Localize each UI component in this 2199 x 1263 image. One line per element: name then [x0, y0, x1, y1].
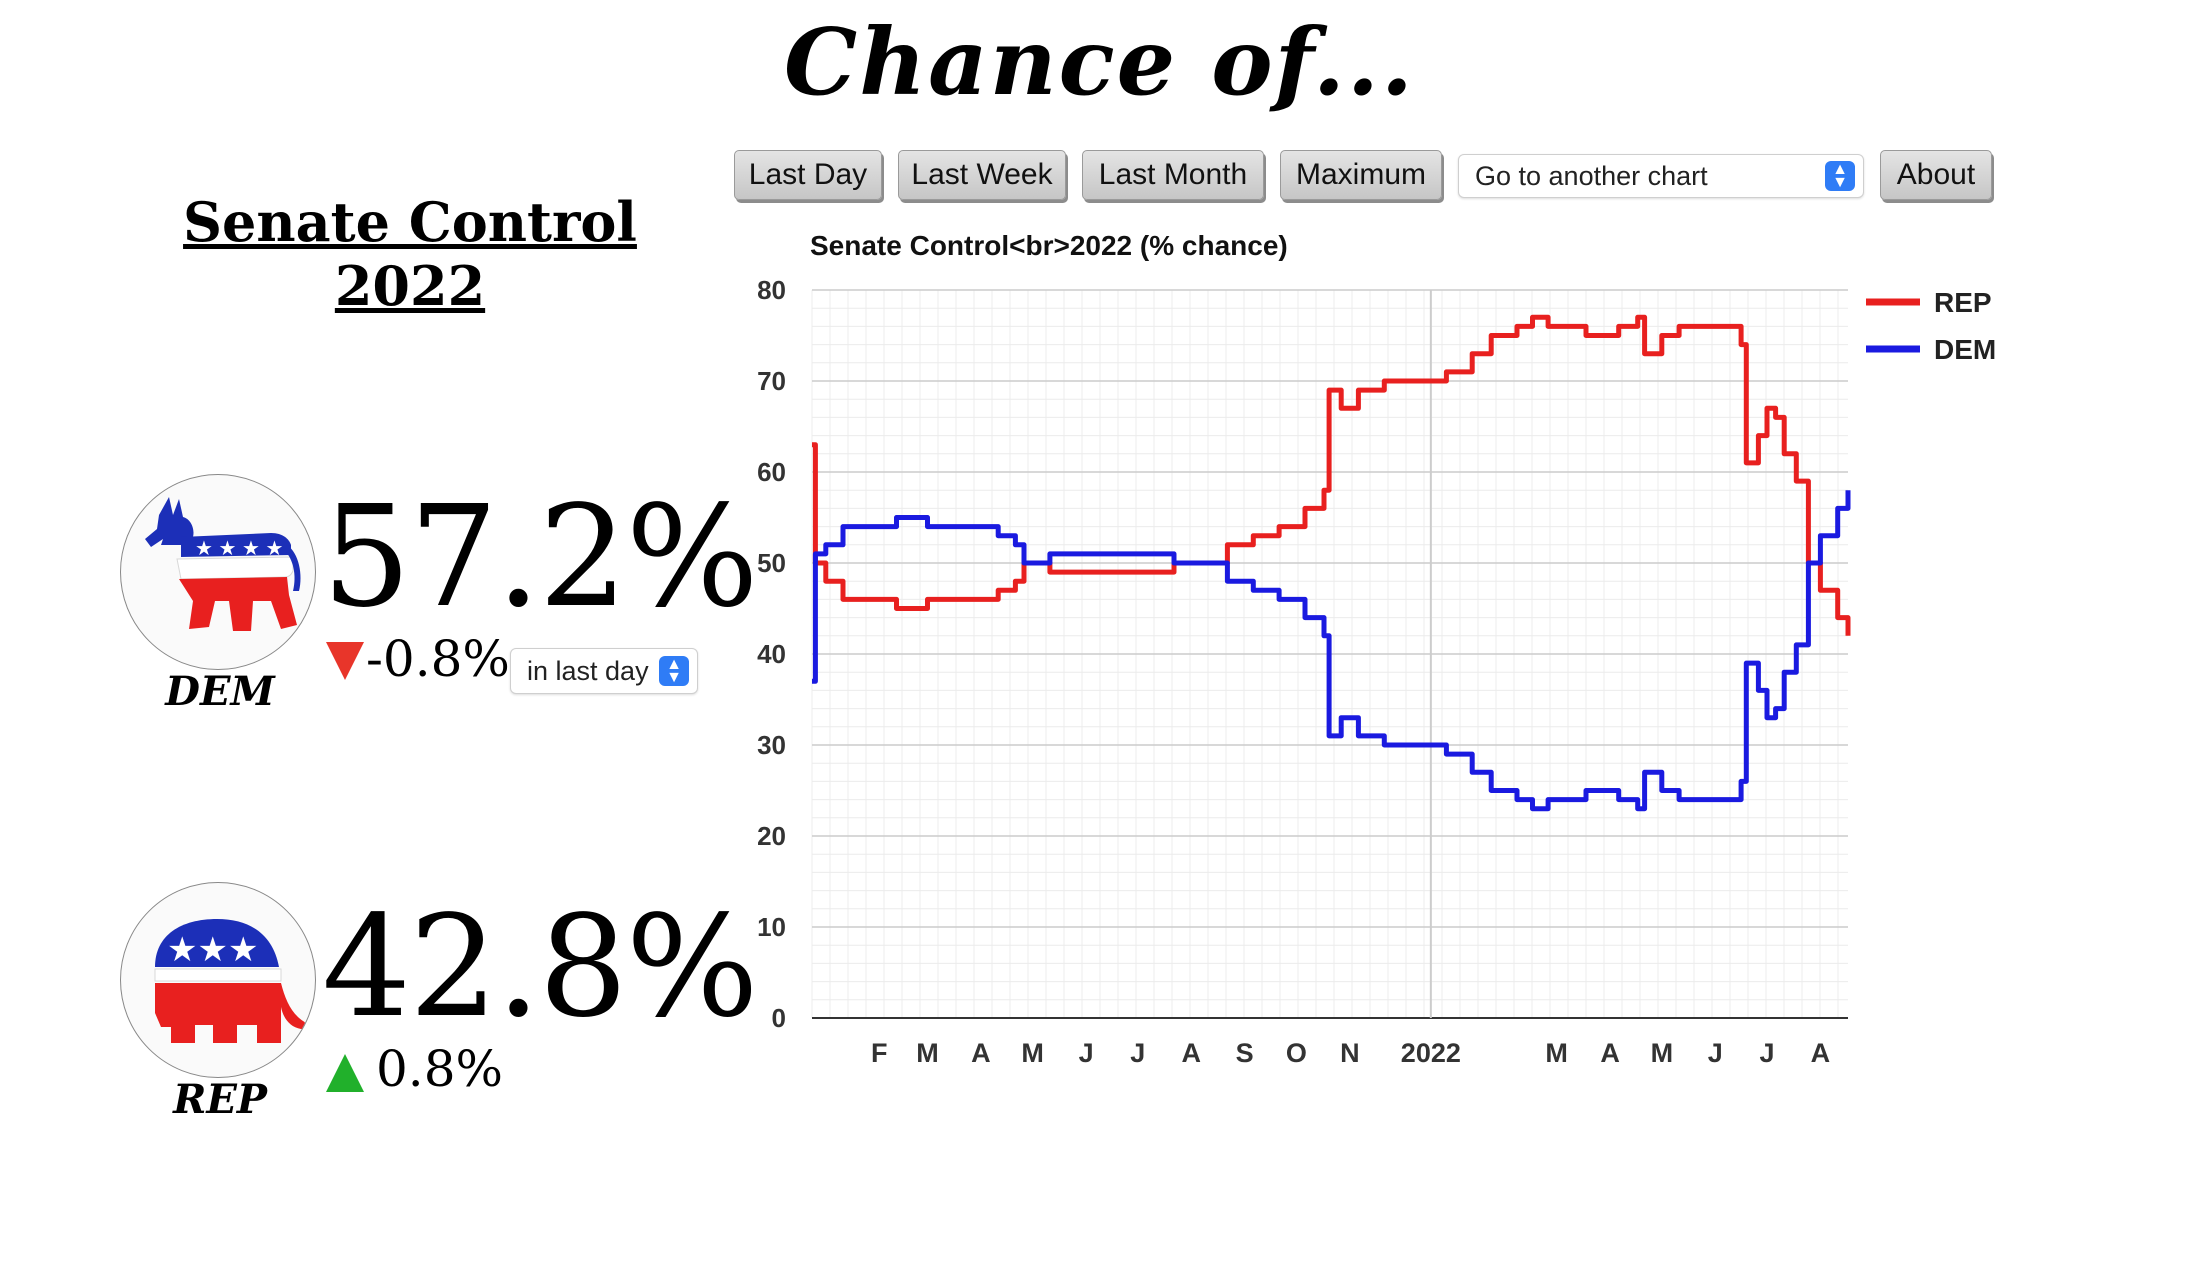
chart-select-label: Go to another chart: [1475, 160, 1708, 191]
legend-label-dem[interactable]: DEM: [1934, 334, 1996, 365]
x-tick-label: S: [1236, 1038, 1254, 1068]
x-tick-label: J: [1130, 1038, 1145, 1068]
x-tick-label: M: [1545, 1038, 1568, 1068]
page-title: Chance of...: [784, 8, 1415, 116]
x-tick-label: F: [871, 1038, 888, 1068]
up-arrow-icon: [326, 1054, 364, 1092]
x-tick-label: J: [1708, 1038, 1723, 1068]
chevron-updown-icon: ▲ ▼: [1825, 161, 1855, 191]
period-select[interactable]: in last day ▲ ▼: [510, 648, 698, 694]
chart-title: Senate Control<br>2022 (% chance): [810, 230, 1288, 261]
dem-donkey-icon: ★ ★ ★ ★: [120, 474, 316, 670]
series-line-rep: [812, 314, 1851, 636]
chevron-updown-icon: ▲ ▼: [659, 656, 689, 686]
svg-text:★ ★ ★ ★: ★ ★ ★ ★: [195, 538, 283, 560]
x-tick-label: O: [1286, 1038, 1307, 1068]
series-line-dem: [812, 490, 1851, 812]
dem-percent: 57.2%: [322, 476, 759, 639]
chart-select[interactable]: Go to another chart ▲ ▼: [1458, 154, 1864, 198]
rep-percent: 42.8%: [322, 886, 759, 1049]
y-tick-label: 50: [757, 548, 786, 578]
x-tick-label: N: [1340, 1038, 1360, 1068]
rep-elephant-icon: ★★★: [120, 882, 316, 1078]
x-tick-label: A: [1811, 1038, 1831, 1068]
dem-label: DEM: [165, 668, 275, 715]
y-tick-label: 30: [757, 730, 786, 760]
y-tick-label: 60: [757, 457, 786, 487]
dem-change: -0.8%: [366, 630, 510, 688]
about-button[interactable]: About: [1880, 150, 1992, 200]
x-tick-label: M: [1021, 1038, 1044, 1068]
down-arrow-icon: [326, 642, 364, 680]
rep-label: REP: [173, 1076, 267, 1123]
y-tick-label: 0: [772, 1003, 786, 1033]
last-month-button[interactable]: Last Month: [1082, 150, 1264, 200]
rep-change: 0.8%: [376, 1040, 504, 1098]
y-tick-label: 20: [757, 821, 786, 851]
legend-label-rep[interactable]: REP: [1934, 287, 1992, 318]
y-tick-label: 40: [757, 639, 786, 669]
x-tick-label: A: [1600, 1038, 1620, 1068]
x-tick-label: A: [1181, 1038, 1201, 1068]
x-tick-label: J: [1759, 1038, 1774, 1068]
race-title: Senate Control 2022: [150, 190, 670, 318]
race-title-line2: 2022: [334, 254, 486, 318]
x-tick-label: J: [1079, 1038, 1094, 1068]
svg-text:★★★: ★★★: [167, 931, 258, 969]
x-tick-label: M: [1651, 1038, 1674, 1068]
y-tick-label: 10: [757, 912, 786, 942]
last-week-button[interactable]: Last Week: [898, 150, 1066, 200]
y-tick-label: 80: [757, 275, 786, 305]
period-select-label: in last day: [527, 655, 649, 686]
race-title-line1: Senate Control: [183, 190, 637, 254]
x-tick-label: 2022: [1401, 1038, 1461, 1068]
x-tick-label: A: [971, 1038, 991, 1068]
last-day-button[interactable]: Last Day: [734, 150, 882, 200]
maximum-button[interactable]: Maximum: [1280, 150, 1442, 200]
y-tick-label: 70: [757, 366, 786, 396]
x-tick-label: M: [916, 1038, 939, 1068]
